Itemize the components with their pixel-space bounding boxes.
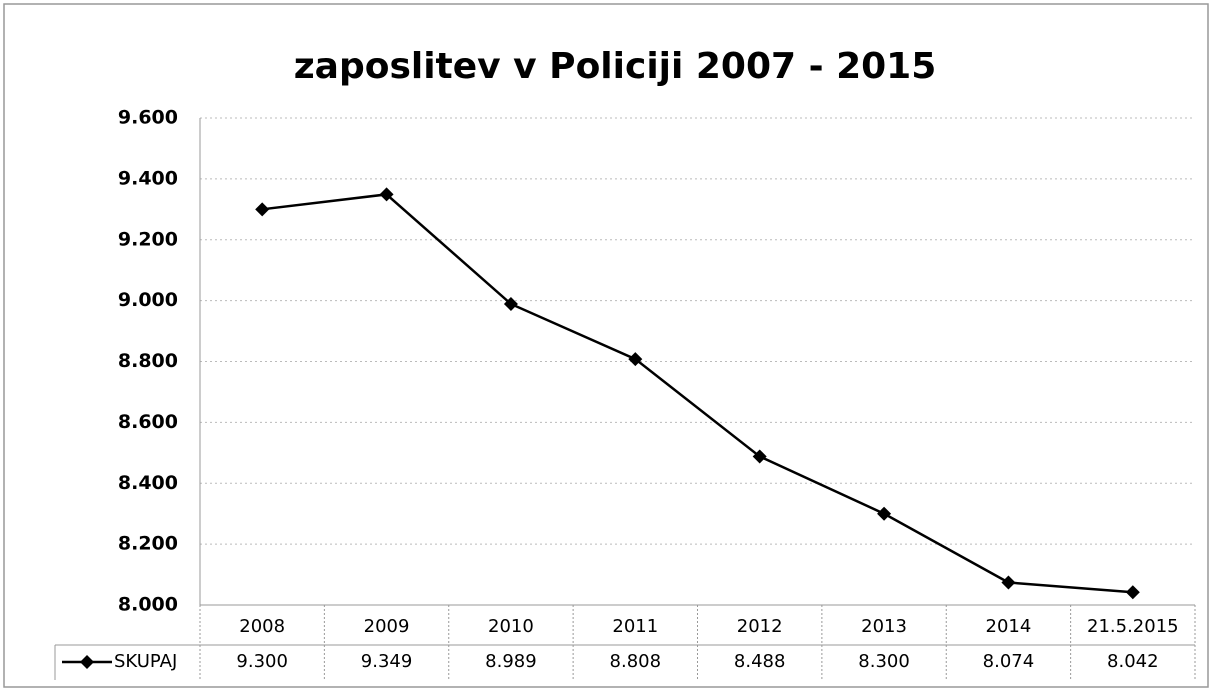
table-value: 8.488 <box>734 651 786 672</box>
legend-marker <box>80 655 94 669</box>
chart-border <box>3 3 1209 688</box>
x-tick-label: 2008 <box>239 616 285 637</box>
table-value: 8.989 <box>485 651 537 672</box>
chart-title: zaposlitev v Policiji 2007 - 2015 <box>294 46 937 87</box>
x-tick-label: 21.5.2015 <box>1087 616 1179 637</box>
table-value: 8.300 <box>858 651 910 672</box>
table-value: 9.349 <box>361 651 413 672</box>
table-value: 9.300 <box>236 651 288 672</box>
table-value: 8.074 <box>983 651 1035 672</box>
x-tick-label: 2012 <box>737 616 783 637</box>
line <box>262 193 1133 594</box>
y-tick-label: 8.200 <box>118 533 178 555</box>
y-tick-label: 9.200 <box>118 228 178 250</box>
marker <box>1001 575 1016 590</box>
marker <box>877 506 892 521</box>
table-value: 8.042 <box>1107 651 1159 672</box>
legend-label: SKUPAJ <box>114 651 177 672</box>
marker <box>379 187 394 202</box>
y-tick-label: 8.000 <box>118 594 178 616</box>
marker <box>1125 585 1140 600</box>
marker <box>255 202 270 217</box>
marker <box>503 296 518 311</box>
x-tick-label: 2014 <box>986 616 1032 637</box>
y-tick-label: 8.600 <box>118 411 178 433</box>
x-tick-label: 2010 <box>488 616 534 637</box>
table-value: 8.808 <box>610 651 662 672</box>
y-tick-label: 9.600 <box>118 107 178 129</box>
y-tick-label: 8.400 <box>118 472 178 494</box>
x-tick-label: 2011 <box>612 616 658 637</box>
marker <box>628 352 643 367</box>
y-tick-label: 9.400 <box>118 167 178 189</box>
x-tick-label: 2013 <box>861 616 907 637</box>
marker <box>752 449 767 464</box>
y-tick-label: 9.000 <box>118 289 178 311</box>
x-tick-label: 2009 <box>364 616 410 637</box>
y-tick-label: 8.800 <box>118 350 178 372</box>
